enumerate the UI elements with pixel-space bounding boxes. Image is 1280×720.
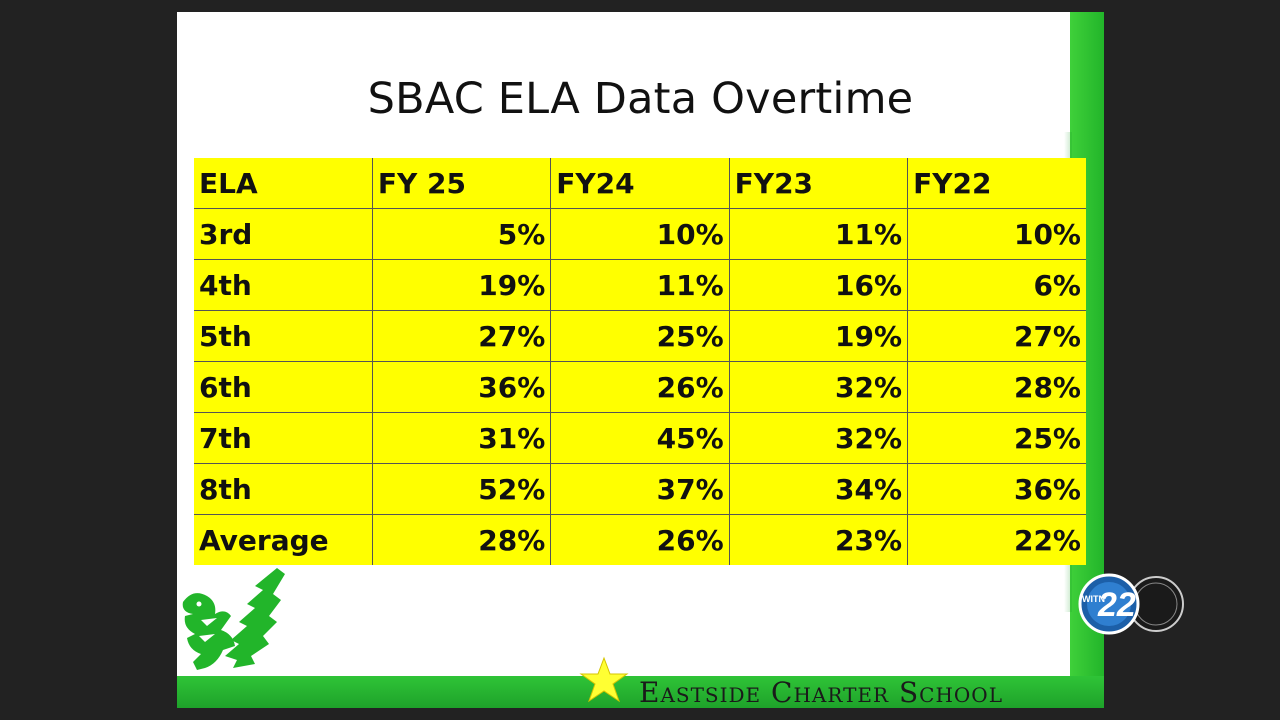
table-cell: 52% [372, 463, 552, 515]
table-row: 7th 31% 45% 32% 25% [194, 412, 1086, 464]
table-cell: 19% [729, 310, 909, 362]
station-logo-icon: WITN 22 [1078, 573, 1184, 635]
table-row-average: Average 28% 26% 23% 22% [194, 514, 1086, 565]
table-cell: 32% [729, 361, 909, 413]
star-icon [579, 656, 629, 703]
table-cell: 37% [550, 463, 730, 515]
table-cell: 36% [372, 361, 552, 413]
table-cell: 6% [907, 259, 1086, 311]
table-header-cell: ELA [194, 158, 373, 209]
table-cell: 10% [550, 208, 730, 260]
table-row: 6th 36% 26% 32% 28% [194, 361, 1086, 413]
table-header-row: ELA FY 25 FY24 FY23 FY22 [194, 158, 1086, 209]
table-cell: 19% [372, 259, 552, 311]
table-cell: 5% [372, 208, 552, 260]
row-label: Average [194, 514, 373, 565]
table-cell: 27% [907, 310, 1086, 362]
slide-green-bottom-bar [177, 676, 1104, 708]
table-cell: 26% [550, 361, 730, 413]
table-cell: 22% [1013, 523, 1081, 557]
table-cell: 23% [729, 514, 909, 565]
table-cell: 11% [550, 259, 730, 311]
table-cell: 31% [372, 412, 552, 464]
row-label: 4th [194, 259, 373, 311]
ela-data-table: ELA FY 25 FY24 FY23 FY22 3rd 5% 10% 11% … [194, 158, 1086, 565]
school-name: Eastside Charter School [639, 676, 1003, 708]
table-header-cell: FY24 [550, 158, 730, 209]
table-cell: 16% [729, 259, 909, 311]
table-header-cell: FY23 [729, 158, 909, 209]
table-header-cell: FY 25 [372, 158, 552, 209]
table-cell: 26% [550, 514, 730, 565]
table-cell: 10% [907, 208, 1086, 260]
table-cell: 36% [907, 463, 1086, 515]
table-cell: 34% [729, 463, 909, 515]
table-cell: 28% [372, 514, 552, 565]
slide-title: SBAC ELA Data Overtime [367, 74, 914, 124]
table-row: 5th 27% 25% 19% 27% [194, 310, 1086, 362]
table-cell: 11% [729, 208, 909, 260]
table-cell: 25% [550, 310, 730, 362]
row-label: 3rd [194, 208, 373, 260]
row-label: 6th [194, 361, 373, 413]
table-cell: 27% [372, 310, 552, 362]
table-cell: 28% [907, 361, 1086, 413]
table-row: 8th 52% 37% 34% 36% [194, 463, 1086, 515]
table-header-cell: FY22 [907, 158, 1086, 209]
table-cell: 32% [729, 412, 909, 464]
row-label: 5th [194, 310, 373, 362]
table-row: 3rd 5% 10% 11% 10% [194, 208, 1086, 260]
row-label: 8th [194, 463, 373, 515]
station-badge-number: 22 [1097, 586, 1136, 624]
row-label: 7th [194, 412, 373, 464]
table-row: 4th 19% 11% 16% 6% [194, 259, 1086, 311]
table-cell: 45% [550, 412, 730, 464]
presentation-slide: SBAC ELA Data Overtime ELA FY 25 FY24 FY… [177, 12, 1104, 708]
station-badge-prefix: WITN [1082, 594, 1105, 604]
table-cell: 25% [907, 412, 1086, 464]
phoenix-logo-icon [182, 568, 285, 670]
